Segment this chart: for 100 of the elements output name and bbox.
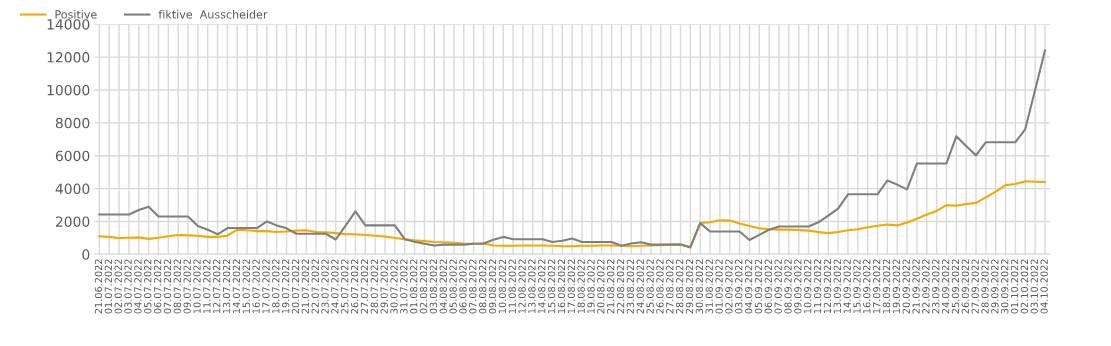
x-tick-label: 14.08.2022 [538, 259, 546, 314]
x-tick-label: 21.07.2022 [301, 259, 310, 314]
x-tick-label: 30.07.2022 [390, 259, 398, 314]
x-tick-label: 15.09.2022 [853, 259, 861, 314]
x-tick-label: 29.07.2022 [380, 259, 388, 314]
x-tick-label: 17.07.2022 [262, 259, 270, 314]
x-tick-label: 20.09.2022 [902, 259, 910, 314]
x-tick-label: 19.09.2022 [892, 259, 901, 314]
x-tick-label: 26.07.2022 [350, 259, 359, 314]
x-tick-label: 09.09.2022 [794, 259, 802, 314]
x-tick-label: 18.07.2022 [272, 259, 280, 314]
x-tick-label: 25.08.2022 [646, 259, 654, 314]
x-tick-label: 11.07.2022 [203, 259, 211, 314]
x-tick-label: 23.08.2022 [626, 259, 635, 314]
x-tick-label: 28.07.2022 [370, 259, 378, 314]
x-tick-label: 31.08.2022 [705, 259, 713, 314]
x-tick-label: 03.07.2022 [124, 259, 132, 314]
x-tick-label: 24.09.2022 [941, 259, 950, 314]
x-tick-label: 12.09.2022 [823, 259, 832, 314]
x-tick-label: 12.07.2022 [213, 259, 221, 314]
x-tick-label: 11.09.2022 [813, 259, 822, 314]
x-tick-label: 19.08.2022 [587, 259, 595, 314]
x-tick-label: 07.07.2022 [163, 259, 172, 314]
x-tick-label: 13.07.2022 [222, 259, 231, 314]
x-tick-label: 30.09.2022 [1001, 259, 1009, 314]
x-tick-label: 24.08.2022 [636, 259, 644, 314]
x-tick-label: 19.07.2022 [281, 259, 290, 314]
y-tick-label: 8000 [55, 117, 90, 129]
y-tick-label: 4000 [55, 183, 90, 195]
legend-label: Positive [55, 10, 97, 19]
x-tick-label: 06.07.2022 [153, 259, 162, 314]
x-tick-label: 01.09.2022 [715, 259, 723, 314]
x-tick-label: 14.09.2022 [843, 259, 851, 314]
x-tick-label: 05.09.2022 [754, 259, 763, 314]
x-tick-label: 18.09.2022 [882, 259, 891, 314]
y-tick-label: 0 [82, 249, 90, 260]
x-tick-label: 20.08.2022 [597, 259, 605, 314]
x-tick-label: 22.07.2022 [311, 259, 319, 314]
x-tick-label: 10.08.2022 [498, 259, 507, 314]
x-tick-label: 24.07.2022 [331, 259, 339, 314]
y-tick-label: 2000 [55, 216, 90, 227]
x-tick-label: 02.09.2022 [725, 259, 733, 314]
y-tick-label: 6000 [55, 150, 90, 162]
legend-label: fiktive Ausscheider [158, 10, 268, 19]
x-tick-label: 06.08.2022 [459, 259, 467, 314]
x-tick-label: 08.07.2022 [173, 259, 181, 314]
x-tick-label: 15.07.2022 [242, 259, 250, 314]
x-tick-label: 23.07.2022 [321, 259, 329, 314]
x-tick-label: 05.08.2022 [449, 259, 457, 314]
x-tick-label: 09.08.2022 [488, 259, 497, 314]
x-tick-label: 07.09.2022 [774, 259, 782, 314]
x-tick-label: 13.09.2022 [833, 259, 841, 314]
x-tick-label: 05.07.2022 [144, 259, 152, 314]
x-tick-label: 17.08.2022 [567, 259, 575, 314]
x-tick-label: 06.09.2022 [764, 259, 772, 314]
x-tick-label: 29.09.2022 [991, 259, 999, 314]
x-tick-label: 25.07.2022 [341, 259, 349, 314]
x-tick-label: 31.07.2022 [400, 259, 408, 314]
x-tick-label: 01.08.2022 [410, 259, 418, 314]
x-tick-label: 26.08.2022 [656, 259, 664, 314]
x-tick-label: 16.07.2022 [252, 259, 260, 314]
x-tick-label: 08.08.2022 [478, 259, 487, 314]
x-tick-label: 26.09.2022 [961, 259, 969, 314]
x-tick-label: 02.07.2022 [114, 259, 122, 314]
line-series [98, 180, 1047, 248]
x-tick-label: 01.07.2022 [104, 259, 113, 314]
x-tick-label: 21.08.2022 [607, 259, 615, 314]
x-tick-label: 08.09.2022 [784, 259, 792, 314]
x-tick-label: 07.08.2022 [469, 259, 477, 314]
x-tick-label: 22.09.2022 [922, 259, 930, 314]
x-tick-label: 04.07.2022 [134, 259, 142, 314]
x-tick-label: 28.08.2022 [675, 259, 684, 314]
x-tick-label: 01.10.2022 [1010, 259, 1019, 314]
y-tick-label: 10000 [47, 84, 90, 96]
x-tick-label: 16.09.2022 [863, 259, 871, 314]
x-tick-label: 04.09.2022 [744, 259, 753, 314]
x-tick-label: 16.08.2022 [557, 259, 566, 314]
x-tick-label: 04.10.2022 [1040, 259, 1048, 314]
x-tick-label: 02.10.2022 [1020, 259, 1029, 314]
x-tick-label: 18.08.2022 [577, 259, 585, 314]
x-tick-label: 21.06.2022 [94, 259, 103, 314]
x-tick-label: 30.08.2022 [695, 259, 704, 314]
x-tick-label: 10.09.2022 [804, 259, 812, 314]
x-tick-label: 13.08.2022 [528, 259, 536, 314]
x-tick-label: 12.08.2022 [518, 259, 526, 314]
x-tick-label: 03.10.2022 [1030, 259, 1038, 314]
x-tick-label: 27.07.2022 [360, 259, 369, 314]
x-tick-label: 23.09.2022 [932, 259, 940, 314]
x-tick-label: 22.08.2022 [616, 259, 625, 314]
x-tick-label: 15.08.2022 [547, 259, 556, 314]
line-series [98, 49, 1047, 249]
x-tick-label: 14.07.2022 [232, 259, 241, 314]
x-tick-label: 03.08.2022 [429, 259, 438, 314]
x-tick-label: 17.09.2022 [872, 259, 881, 314]
x-tick-label: 03.09.2022 [735, 259, 743, 314]
x-tick-label: 20.07.2022 [291, 259, 300, 314]
y-tick-label: 12000 [47, 52, 90, 63]
x-tick-label: 09.07.2022 [183, 259, 191, 314]
x-tick-label: 25.09.2022 [951, 259, 960, 314]
y-tick-label: 14000 [47, 19, 90, 30]
